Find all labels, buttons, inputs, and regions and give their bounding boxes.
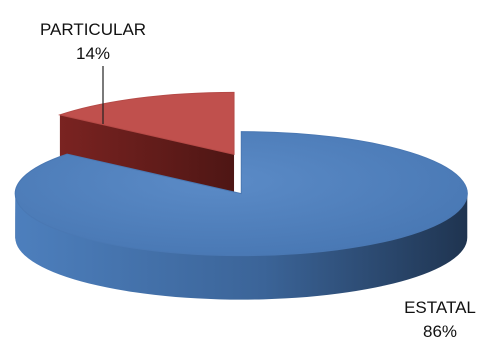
particular-name: PARTICULAR — [39, 20, 147, 39]
estatal-name: ESTATAL — [404, 298, 476, 317]
estatal-label: ESTATAL 86% — [388, 296, 491, 344]
particular-side — [59, 114, 235, 199]
particular-label: PARTICULAR 14% — [18, 18, 168, 66]
particular-percent: 14% — [75, 44, 111, 63]
pie-slice-estatal — [14, 131, 468, 300]
estatal-percent: 86% — [422, 322, 458, 341]
estatal-side — [15, 193, 468, 300]
estatal-top — [14, 131, 468, 257]
